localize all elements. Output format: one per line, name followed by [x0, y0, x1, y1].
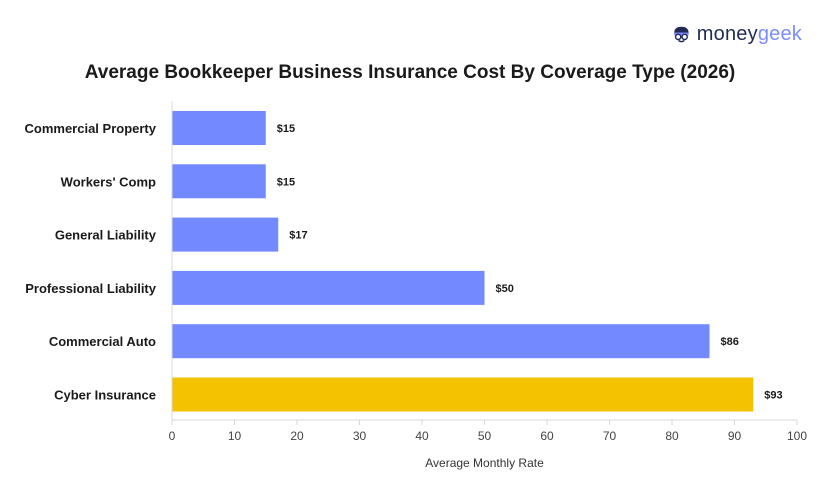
- category-label: General Liability: [55, 228, 157, 243]
- bar: [172, 217, 279, 252]
- x-tick-label: 70: [603, 429, 617, 443]
- x-tick-label: 100: [787, 429, 807, 443]
- x-tick-label: 30: [353, 429, 367, 443]
- brand-wordmark: moneygeek: [697, 23, 802, 46]
- category-label: Professional Liability: [25, 281, 157, 296]
- data-label: $86: [721, 336, 739, 348]
- geek-mascot-icon: [674, 26, 689, 43]
- data-label: $50: [496, 283, 514, 295]
- brand-part2: geek: [757, 22, 802, 45]
- x-tick-label: 50: [478, 429, 492, 443]
- category-label: Workers' Comp: [61, 174, 156, 189]
- x-tick-label: 10: [228, 429, 242, 443]
- bar: [172, 111, 266, 145]
- category-label: Commercial Property: [25, 121, 157, 136]
- moneygeek-logo: moneygeek: [672, 20, 802, 48]
- x-tick-label: 60: [540, 429, 554, 443]
- chart-title: Average Bookkeeper Business Insurance Co…: [84, 62, 736, 83]
- x-tick-label: 40: [415, 429, 429, 443]
- bar: [172, 164, 266, 199]
- brand-part1: money: [696, 22, 758, 45]
- x-tick-label: 90: [728, 429, 742, 443]
- x-tick-label: 0: [169, 429, 176, 443]
- x-tick-label: 20: [290, 429, 304, 443]
- bar: [172, 324, 710, 359]
- bar: [172, 377, 754, 412]
- data-label: $15: [277, 176, 295, 188]
- data-label: $15: [277, 123, 295, 135]
- data-label: $17: [289, 230, 307, 242]
- x-tick-label: 80: [665, 429, 679, 443]
- category-label: Commercial Auto: [49, 334, 156, 349]
- x-axis-title: Average Monthly Rate: [425, 456, 544, 470]
- bar: [172, 270, 485, 305]
- data-label: $93: [764, 390, 782, 402]
- category-label: Cyber Insurance: [54, 388, 156, 403]
